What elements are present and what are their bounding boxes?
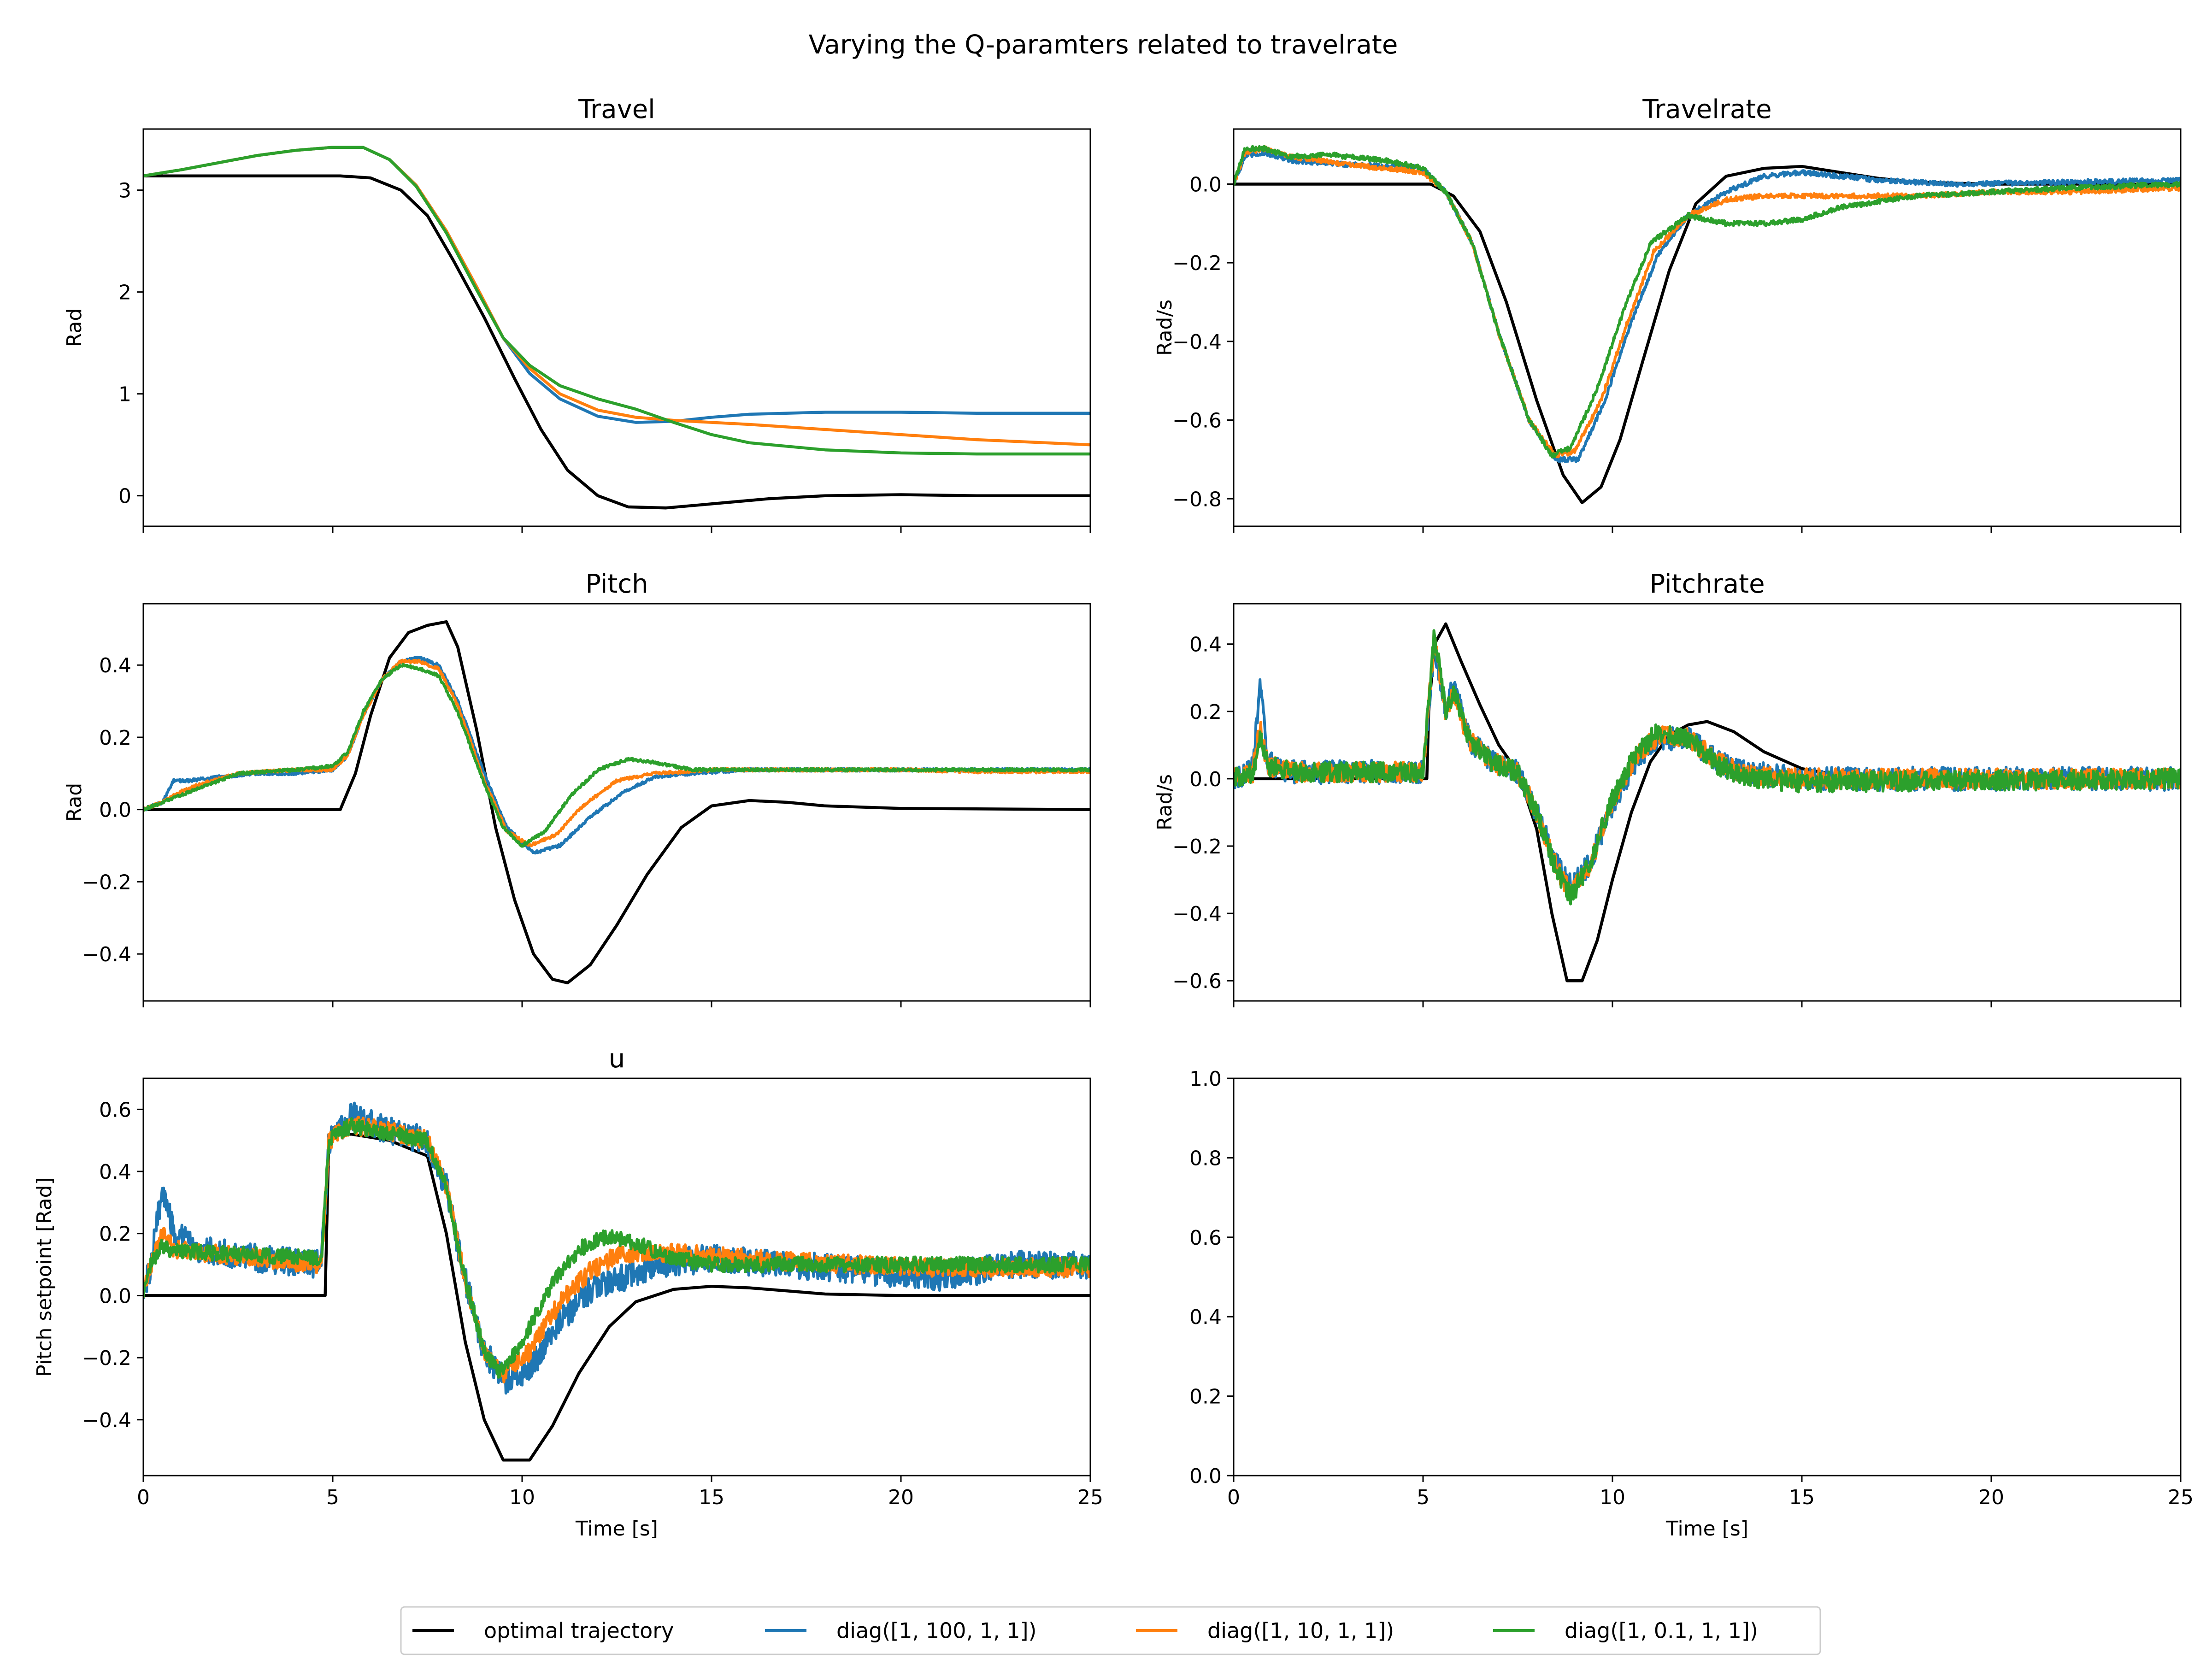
- series-line-2: [143, 146, 1090, 447]
- series-line-3: [1234, 629, 2181, 906]
- y-tick-label: −0.4: [82, 1409, 131, 1432]
- y-tick-label: −0.4: [1172, 330, 1222, 354]
- series-line-3: [143, 1117, 1090, 1379]
- y-tick-label: 3: [118, 179, 131, 203]
- series-line-0: [1234, 165, 2181, 505]
- series-lines: [143, 1101, 1090, 1462]
- subplot-title: Pitchrate: [1649, 569, 1765, 599]
- series-lines: [1234, 622, 2181, 982]
- y-tick-label: 1: [118, 383, 131, 406]
- y-tick-label: 0.0: [99, 799, 131, 822]
- series-lines: [1234, 145, 2181, 505]
- axes-frame: [142, 128, 1091, 527]
- axes-frame: [142, 603, 1091, 1002]
- axes-frame: [1233, 1077, 2182, 1477]
- series-line-3: [1234, 145, 2181, 459]
- x-tick-label: 10: [1600, 1486, 1625, 1509]
- legend-label: optimal trajectory: [484, 1618, 674, 1643]
- y-tick-label: −0.6: [1172, 970, 1222, 993]
- y-tick-label: −0.4: [1172, 902, 1222, 926]
- series-line-0: [1234, 622, 2181, 982]
- subplot-title: u: [609, 1044, 625, 1074]
- y-tick-label: 0.6: [1189, 1226, 1222, 1250]
- y-tick-label: −0.2: [82, 1347, 131, 1370]
- figure-title: Varying the Q-paramters related to trave…: [809, 30, 1398, 60]
- legend: optimal trajectory diag([1, 100, 1, 1]) di…: [400, 1606, 1821, 1655]
- y-tick-label: 0.6: [99, 1098, 131, 1122]
- subplots: 0 1 2 3 Travel Rad −0.8 −0.6 −0.4 −0.2 0.0 Travelra…: [33, 94, 2194, 1541]
- y-tick-label: −0.2: [1172, 835, 1222, 859]
- x-tick-label: 5: [326, 1486, 339, 1509]
- subplot-title: Travel: [578, 94, 655, 124]
- series-line-0: [143, 1132, 1090, 1462]
- series-line-3: [143, 146, 1090, 456]
- legend-box: [400, 1606, 1821, 1655]
- series-lines: [143, 620, 1090, 985]
- y-axis-label: Rad: [63, 308, 86, 347]
- x-tick-label: 25: [1077, 1486, 1103, 1509]
- series-line-1: [143, 146, 1090, 424]
- y-tick-label: 0.2: [1189, 1385, 1222, 1409]
- subplot-pitchrate: −0.6 −0.4 −0.2 0.0 0.2 0.4 Pitchrate Rad/s: [1153, 569, 2182, 1007]
- y-tick-label: 0.2: [99, 1223, 131, 1246]
- legend-label: diag([1, 10, 1, 1]): [1207, 1618, 1394, 1643]
- axes-frame: [1233, 128, 2182, 527]
- x-tick-label: 0: [1227, 1486, 1240, 1509]
- y-axis-label: Rad/s: [1153, 774, 1177, 830]
- subplot-travelrate: −0.8 −0.6 −0.4 −0.2 0.0 Travelrate Rad/s: [1153, 94, 2182, 533]
- legend-label: diag([1, 100, 1, 1]): [836, 1618, 1036, 1643]
- y-tick-label: −0.4: [82, 943, 131, 966]
- series-line-3: [143, 663, 1090, 848]
- y-tick-label: 0.0: [1189, 768, 1222, 791]
- y-tick-label: 1.0: [1189, 1067, 1222, 1091]
- series-line-1: [143, 655, 1090, 855]
- x-axis-label: Time [s]: [1665, 1517, 1748, 1541]
- y-tick-label: 2: [118, 281, 131, 305]
- subplot-empty: 0 5 10 15 20 25 0.0 0.2 0.4 0.6 0.8 1.0 Time [s]: [1189, 1067, 2194, 1541]
- x-tick-label: 15: [699, 1486, 724, 1509]
- y-tick-label: −0.8: [1172, 488, 1222, 511]
- y-tick-label: −0.2: [1172, 252, 1222, 275]
- subplot-pitch: −0.4 −0.2 0.0 0.2 0.4 Pitch Rad: [63, 569, 1091, 1007]
- series-line-0: [143, 620, 1090, 985]
- y-tick-label: 0.0: [1189, 173, 1222, 196]
- y-tick-label: 0.0: [1189, 1465, 1222, 1488]
- subplot-title: Travelrate: [1642, 94, 1771, 124]
- x-axis-label: Time [s]: [575, 1517, 658, 1541]
- y-tick-label: 0.8: [1189, 1147, 1222, 1170]
- y-tick-label: 0.4: [1189, 633, 1222, 657]
- y-tick-label: 0.2: [99, 726, 131, 750]
- x-tick-label: 15: [1789, 1486, 1815, 1509]
- y-tick-label: 0: [118, 485, 131, 508]
- x-tick-label: 20: [888, 1486, 914, 1509]
- subplot-u: 0 5 10 15 20 25 −0.4 −0.2 0.0 0.2 0.4 0.6 u Time [s] P…: [33, 1044, 1103, 1541]
- series-line-2: [143, 659, 1090, 847]
- axes-frame: [1233, 603, 2182, 1002]
- y-tick-label: 0.4: [99, 1160, 131, 1184]
- series-lines: [143, 146, 1090, 510]
- y-tick-label: −0.6: [1172, 409, 1222, 433]
- axes-frame: [142, 1077, 1091, 1477]
- y-tick-label: 0.0: [99, 1284, 131, 1308]
- y-tick-label: 0.4: [99, 654, 131, 677]
- series-line-1: [1234, 149, 2181, 463]
- x-tick-label: 0: [137, 1486, 150, 1509]
- series-line-0: [143, 174, 1090, 510]
- legend-label: diag([1, 0.1, 1, 1]): [1565, 1618, 1758, 1643]
- x-tick-label: 25: [2168, 1486, 2194, 1509]
- y-axis-label: Rad: [63, 783, 86, 822]
- x-tick-label: 10: [509, 1486, 535, 1509]
- x-tick-label: 20: [1978, 1486, 2004, 1509]
- y-tick-label: 0.2: [1189, 700, 1222, 724]
- x-tick-label: 5: [1417, 1486, 1430, 1509]
- y-axis-label: Rad/s: [1153, 300, 1177, 356]
- subplot-travel: 0 1 2 3 Travel Rad: [63, 94, 1091, 533]
- y-tick-label: 0.4: [1189, 1306, 1222, 1329]
- subplot-title: Pitch: [585, 569, 648, 599]
- y-tick-label: −0.2: [82, 871, 131, 894]
- y-axis-label: Pitch setpoint [Rad]: [33, 1177, 56, 1377]
